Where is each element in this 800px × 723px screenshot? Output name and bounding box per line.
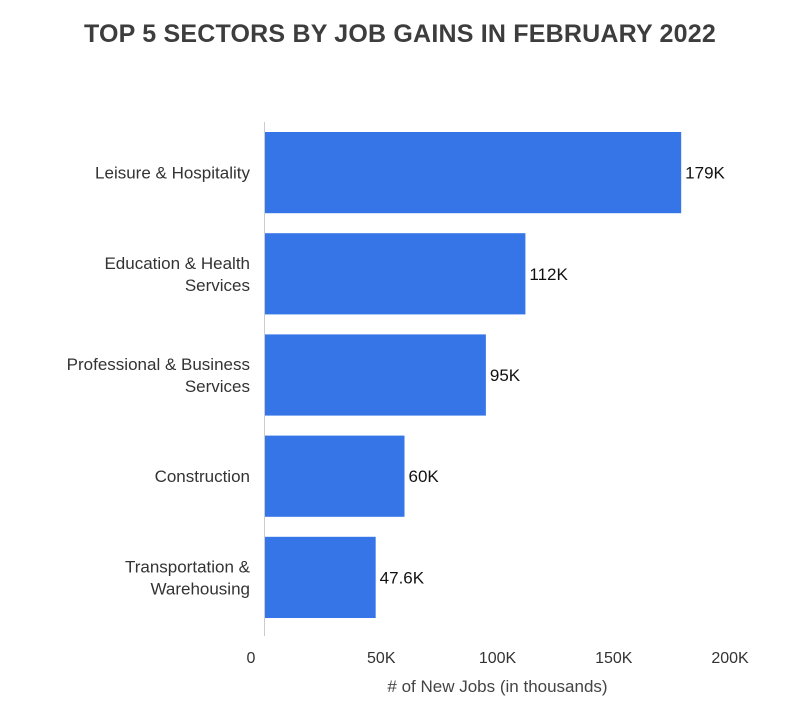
- category-label-line: Warehousing: [150, 579, 250, 598]
- chart-title: TOP 5 SECTORS BY JOB GAINS IN FEBRUARY 2…: [84, 20, 716, 48]
- x-tick-label: 150K: [595, 650, 633, 667]
- value-label: 95K: [490, 366, 521, 385]
- category-label: Leisure & Hospitality: [95, 164, 250, 183]
- x-axis-title: # of New Jobs (in thousands): [387, 677, 607, 696]
- value-label: 112K: [529, 265, 568, 284]
- bar: [265, 435, 405, 517]
- bar: [265, 536, 376, 618]
- category-labels: Leisure & Hospitality Education & Health S…: [67, 164, 251, 599]
- x-tick-label: 100K: [479, 650, 517, 667]
- value-labels: 179K 112K 95K 60K 47.6K: [380, 164, 726, 588]
- x-tick-label: 50K: [367, 650, 396, 667]
- value-label: 47.6K: [380, 568, 425, 587]
- category-label-line: Services: [185, 377, 250, 396]
- bar: [265, 132, 682, 214]
- category-label: Transportation & Warehousing: [125, 557, 251, 598]
- category-label-line: Professional & Business: [67, 355, 250, 374]
- category-label-line: Education & Health: [104, 254, 250, 273]
- category-label-line: Construction: [155, 467, 250, 486]
- bar: [265, 334, 486, 416]
- category-label: Education & Health Services: [104, 254, 250, 295]
- category-label-line: Services: [185, 276, 250, 295]
- bars-group: [265, 132, 682, 618]
- category-label: Professional & Business Services: [67, 355, 250, 396]
- value-label: 60K: [409, 467, 440, 486]
- x-tick-label: 0: [247, 650, 256, 667]
- value-label: 179K: [685, 164, 725, 183]
- category-label-line: Transportation &: [125, 557, 251, 576]
- bar: [265, 233, 526, 315]
- x-tick-labels: 0 50K 100K 150K 200K: [247, 650, 749, 667]
- category-label-line: Leisure & Hospitality: [95, 164, 250, 183]
- category-label: Construction: [155, 467, 250, 486]
- x-tick-label: 200K: [711, 650, 749, 667]
